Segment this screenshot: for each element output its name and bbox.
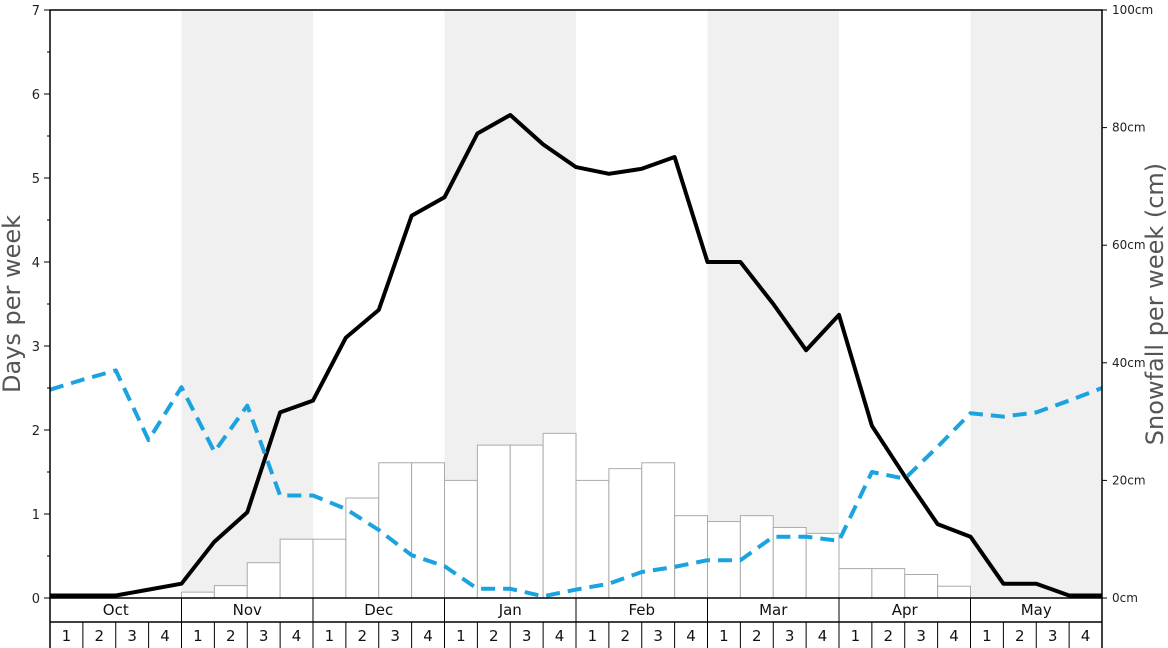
- month-shading: [181, 10, 1102, 598]
- left-tick-label: 5: [32, 172, 40, 187]
- week-label: 3: [259, 627, 269, 645]
- snowfall-bar: [476, 444, 511, 599]
- snowfall-bar: [542, 432, 577, 599]
- month-shade-may: [970, 10, 1102, 598]
- left-tick-label: 4: [32, 256, 40, 271]
- snowfall-bar: [937, 585, 971, 599]
- week-label: 4: [555, 627, 565, 645]
- left-axis-title: Days per week: [0, 215, 26, 393]
- week-label: 2: [95, 627, 105, 645]
- week-label: 3: [916, 627, 926, 645]
- week-label: 2: [489, 627, 499, 645]
- month-label-nov: Nov: [233, 601, 262, 619]
- series-line-solid: [50, 113, 1102, 598]
- right-tick-label: 60cm: [1112, 238, 1146, 252]
- week-label: 4: [949, 627, 959, 645]
- week-label: 4: [686, 627, 696, 645]
- month-label-dec: Dec: [364, 601, 393, 619]
- snowfall-bar: [181, 591, 215, 599]
- snowfall-bar: [312, 538, 347, 599]
- right-tick-label: 20cm: [1112, 473, 1146, 487]
- snowfall-bar: [838, 568, 873, 599]
- month-label-oct: Oct: [103, 601, 129, 619]
- left-axis: 0 1 2 3 4 5 6 7: [32, 4, 50, 607]
- right-axis-title: Snowfall per week (cm): [1141, 163, 1168, 445]
- left-tick-label: 7: [32, 4, 40, 19]
- left-tick-label: 3: [32, 340, 40, 355]
- right-tick-label: 100cm: [1112, 3, 1153, 17]
- week-label: 1: [982, 627, 992, 645]
- week-label: 2: [884, 627, 894, 645]
- week-label: 4: [160, 627, 170, 645]
- snowfall-bar: [772, 526, 807, 599]
- snowfall-bar: [805, 532, 840, 599]
- snowfall-bar: [246, 562, 281, 599]
- week-label: 3: [1048, 627, 1058, 645]
- left-tick-label: 0: [32, 592, 40, 607]
- week-label: 1: [851, 627, 861, 645]
- snowfall-bar: [641, 462, 676, 599]
- month-label-jan: Jan: [498, 601, 522, 619]
- week-label: 4: [292, 627, 302, 645]
- left-tick-label: 1: [32, 508, 40, 523]
- week-label: 3: [653, 627, 663, 645]
- week-label: 2: [752, 627, 762, 645]
- month-row: Oct Nov Dec Jan Feb Mar Apr May: [49, 598, 1103, 648]
- snowfall-bar: [444, 479, 478, 599]
- snowfall-bar: [378, 462, 413, 599]
- week-label: 2: [621, 627, 631, 645]
- week-label: 2: [358, 627, 368, 645]
- left-tick-label: 2: [32, 424, 40, 439]
- right-tick-label: 80cm: [1112, 121, 1146, 135]
- week-label: 2: [226, 627, 236, 645]
- series-line-dashed: [49, 368, 1103, 599]
- month-label-feb: Feb: [628, 601, 655, 619]
- snowfall-bar: [279, 538, 314, 599]
- snowfall-bar: [213, 585, 248, 599]
- right-tick-label: 0cm: [1112, 591, 1138, 605]
- week-label: 1: [719, 627, 729, 645]
- month-label-apr: Apr: [892, 601, 919, 619]
- right-tick-label: 40cm: [1112, 356, 1146, 370]
- week-label: 4: [423, 627, 433, 645]
- week-row: 1 2 3 4 1 2 3 4 1 2 3 4 1 2 3 4 1 2 3 4 1 2 3 4 1 2 3 4 1 2 3 4: [62, 622, 1091, 648]
- week-label: 3: [785, 627, 795, 645]
- week-label: 1: [325, 627, 335, 645]
- left-tick-label: 6: [32, 88, 40, 103]
- week-label: 3: [390, 627, 400, 645]
- snowfall-bar: [904, 573, 939, 599]
- week-label: 1: [588, 627, 598, 645]
- week-label: 3: [127, 627, 137, 645]
- snowfall-bar: [411, 462, 445, 599]
- week-label: 1: [62, 627, 72, 645]
- week-label: 4: [1081, 627, 1091, 645]
- month-label-mar: Mar: [759, 601, 788, 619]
- week-label: 1: [456, 627, 466, 645]
- right-axis: 0cm 20cm 40cm 60cm 80cm 100cm: [1102, 3, 1153, 605]
- month-shade-nov: [181, 10, 313, 598]
- week-label: 4: [818, 627, 828, 645]
- snowfall-bar: [575, 479, 610, 599]
- snowfall-bars: [181, 432, 971, 599]
- snowfall-bar: [871, 568, 906, 599]
- snowfall-bar: [509, 444, 544, 599]
- snowfall-bar: [674, 515, 708, 599]
- snowfall-bar: [608, 468, 643, 599]
- week-label: 3: [522, 627, 532, 645]
- week-label: 1: [193, 627, 203, 645]
- month-label-may: May: [1021, 601, 1052, 619]
- week-label: 2: [1015, 627, 1025, 645]
